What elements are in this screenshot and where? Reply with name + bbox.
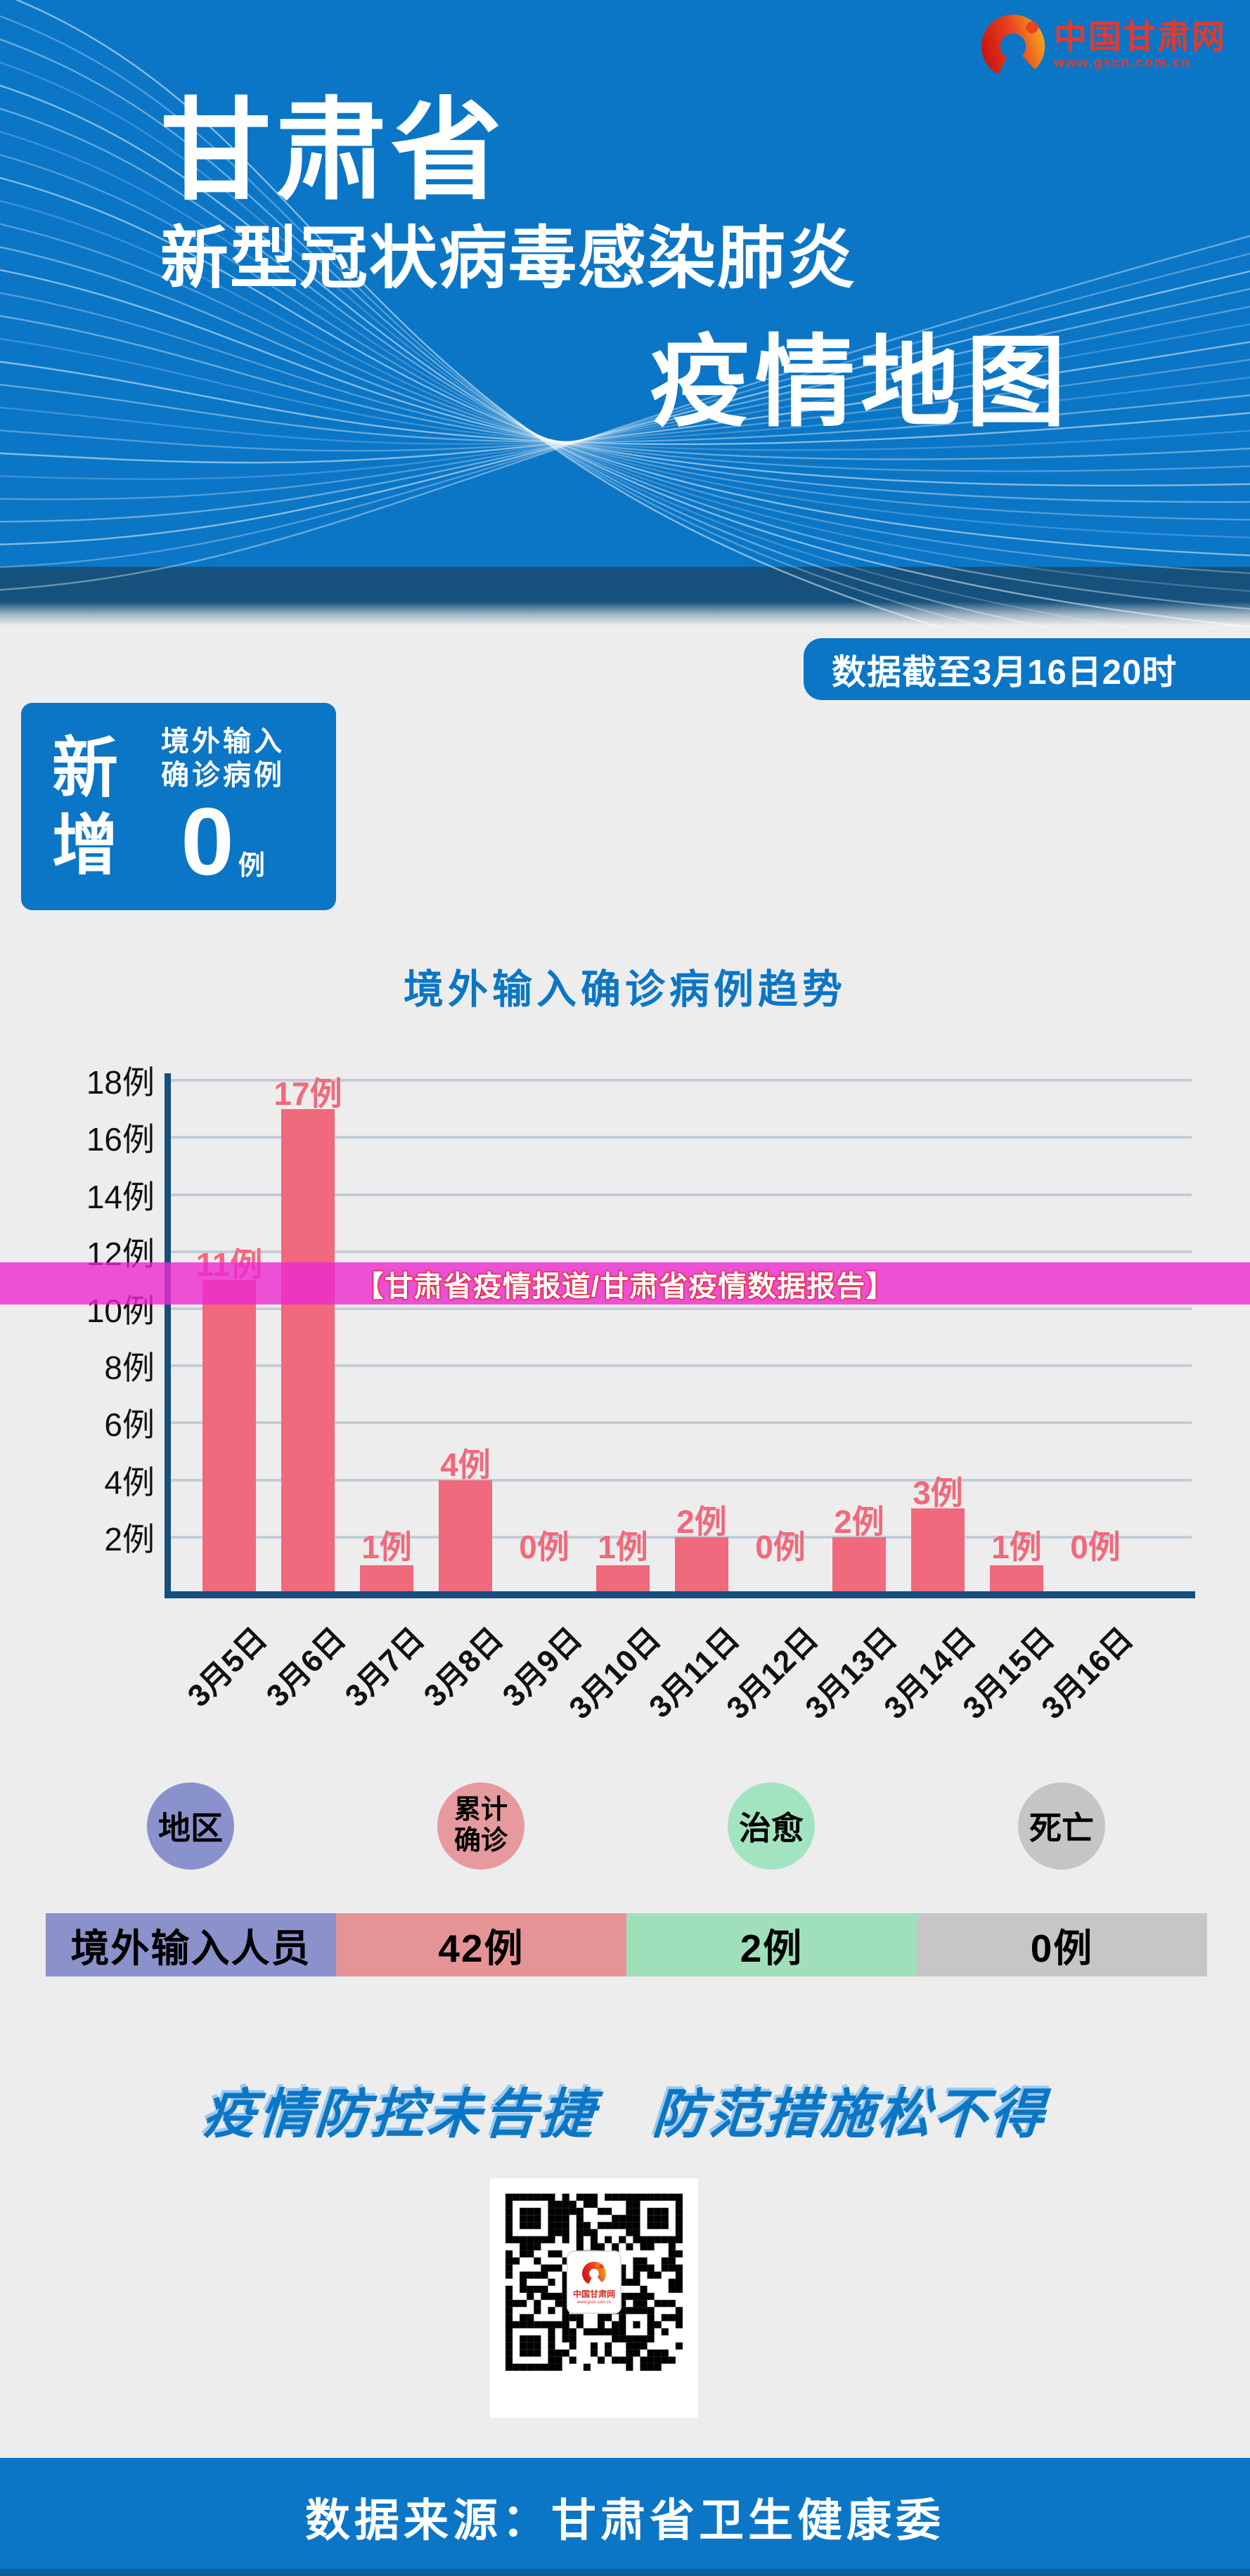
summary-value-cell: 2例 xyxy=(626,1913,917,1976)
y-axis-tick-label: 14例 xyxy=(86,1178,155,1215)
chart-gridline xyxy=(165,1535,1192,1539)
summary-region-cell: 境外输入人员 xyxy=(46,1913,336,1976)
wave-pattern-decoration xyxy=(0,0,1250,627)
new-cases-unit: 例 xyxy=(238,850,265,881)
chart-gridline xyxy=(165,1250,1192,1253)
bar-value-label: 2例 xyxy=(676,1503,727,1540)
qr-logo-url: www.gscn.com.cn xyxy=(576,2300,611,2305)
bottom-edge-strip xyxy=(0,2569,1250,2576)
chart-bar xyxy=(281,1109,335,1591)
y-axis-tick-label: 2例 xyxy=(104,1520,155,1558)
qr-code-panel: 中国甘肃网 www.gscn.com.cn xyxy=(490,2178,698,2418)
bar-value-label: 1例 xyxy=(361,1529,412,1565)
chart-bar xyxy=(990,1565,1043,1591)
legend-circle-label: 累计 确诊 xyxy=(453,1795,508,1856)
new-cases-big-char: 新 xyxy=(52,731,119,805)
chart-title: 境外输入确诊病例趋势 xyxy=(404,967,846,1012)
chart-gridline xyxy=(165,1478,1192,1482)
summary-table-row: 境外输入人员 42例 2例 0例 xyxy=(46,1913,1207,1976)
qr-center-logo: 中国甘肃网 www.gscn.com.cn xyxy=(567,2251,621,2314)
new-cases-big-label: 新增 xyxy=(52,730,118,883)
y-axis-line xyxy=(165,1073,171,1597)
new-cases-sub-label: 境外输入 确诊病例 xyxy=(161,725,285,792)
chart-bar xyxy=(675,1537,728,1591)
logo-swirl-icon xyxy=(979,11,1047,79)
chart-gridline xyxy=(165,1307,1192,1310)
bar-value-label: 17例 xyxy=(273,1075,342,1112)
y-axis-tick-label: 8例 xyxy=(104,1350,155,1387)
y-axis-tick-label: 18例 xyxy=(86,1064,155,1101)
footer-bar: 数据来源：甘肃省卫生健康委 xyxy=(0,2458,1250,2576)
logo-site-name: 中国甘肃网 xyxy=(1054,18,1226,56)
y-axis-tick-label: 6例 xyxy=(104,1406,155,1444)
chart-bar xyxy=(596,1565,650,1591)
chart-bar xyxy=(360,1565,413,1591)
bar-value-label: 0例 xyxy=(519,1529,569,1565)
chart-gridline xyxy=(165,1364,1192,1368)
watermark-banner: 【甘肃省疫情报道/甘肃省疫情数据报告】 xyxy=(0,1262,1250,1305)
bar-value-label: 0例 xyxy=(755,1529,806,1565)
legend-circle-label: 死亡 xyxy=(1029,1810,1094,1846)
bar-value-label: 1例 xyxy=(991,1529,1042,1565)
y-axis-tick-label: 4例 xyxy=(104,1463,155,1501)
new-cases-sub-line: 境外输入 xyxy=(161,725,285,757)
bar-value-label: 4例 xyxy=(440,1446,491,1483)
qr-code xyxy=(505,2194,683,2371)
watermark-banner-text: 【甘肃省疫情报道/甘肃省疫情数据报告】 xyxy=(354,1270,896,1302)
legend-circle-4: 死亡 xyxy=(1018,1782,1105,1870)
poster-title-disease: 新型冠状病毒感染肺炎 xyxy=(160,220,856,297)
legend-circle-label: 治愈 xyxy=(739,1810,804,1846)
legend-circle-label: 地区 xyxy=(158,1810,223,1846)
poster-title-province: 甘肃省 xyxy=(160,89,506,213)
chart-gridline xyxy=(165,1193,1192,1196)
chart-bar xyxy=(439,1480,492,1591)
logo-site-url: www.gscn.com.cn xyxy=(1054,56,1192,70)
new-cases-big-char: 增 xyxy=(52,808,119,882)
new-cases-sub-line: 确诊病例 xyxy=(161,759,285,791)
chart-gridline xyxy=(165,1136,1192,1139)
data-cutoff-text: 数据截至3月16日20时 xyxy=(832,653,1178,692)
bar-value-label: 2例 xyxy=(834,1503,884,1540)
chart-bar xyxy=(202,1280,256,1591)
data-cutoff-badge: 数据截至3月16日20时 xyxy=(804,638,1250,700)
legend-circle-2: 累计 确诊 xyxy=(437,1782,524,1870)
chart-gridline xyxy=(165,1421,1192,1425)
new-cases-card: 新增 境外输入 确诊病例 0 例 xyxy=(21,703,336,910)
legend-circle-3: 治愈 xyxy=(728,1782,815,1870)
header-banner: 甘肃省 新型冠状病毒感染肺炎 疫情地图 中国甘肃网 www.gscn.com.c… xyxy=(0,0,1250,627)
x-axis-line xyxy=(165,1591,1195,1598)
y-axis-tick-label: 16例 xyxy=(86,1121,155,1158)
new-cases-value: 0 xyxy=(181,787,234,895)
chart-gridline xyxy=(165,1079,1192,1082)
bar-value-label: 0例 xyxy=(1070,1529,1121,1565)
summary-value-cell: 42例 xyxy=(336,1913,626,1976)
chart-bar xyxy=(911,1508,965,1591)
bar-value-label: 1例 xyxy=(598,1529,648,1565)
bar-value-label: 3例 xyxy=(913,1475,963,1512)
legend-circle-1: 地区 xyxy=(147,1782,234,1870)
qr-logo-name: 中国甘肃网 xyxy=(572,2289,615,2299)
site-logo: 中国甘肃网 www.gscn.com.cn xyxy=(979,11,1226,79)
data-source-text: 数据来源：甘肃省卫生健康委 xyxy=(305,2495,945,2546)
slogan-text: 疫情防控未告捷 防范措施松不得 xyxy=(200,2085,1049,2144)
summary-value-cell: 0例 xyxy=(917,1913,1207,1976)
logo-swirl-icon xyxy=(581,2260,607,2286)
poster-title-map: 疫情地图 xyxy=(650,327,1071,439)
chart-bar xyxy=(832,1537,886,1591)
